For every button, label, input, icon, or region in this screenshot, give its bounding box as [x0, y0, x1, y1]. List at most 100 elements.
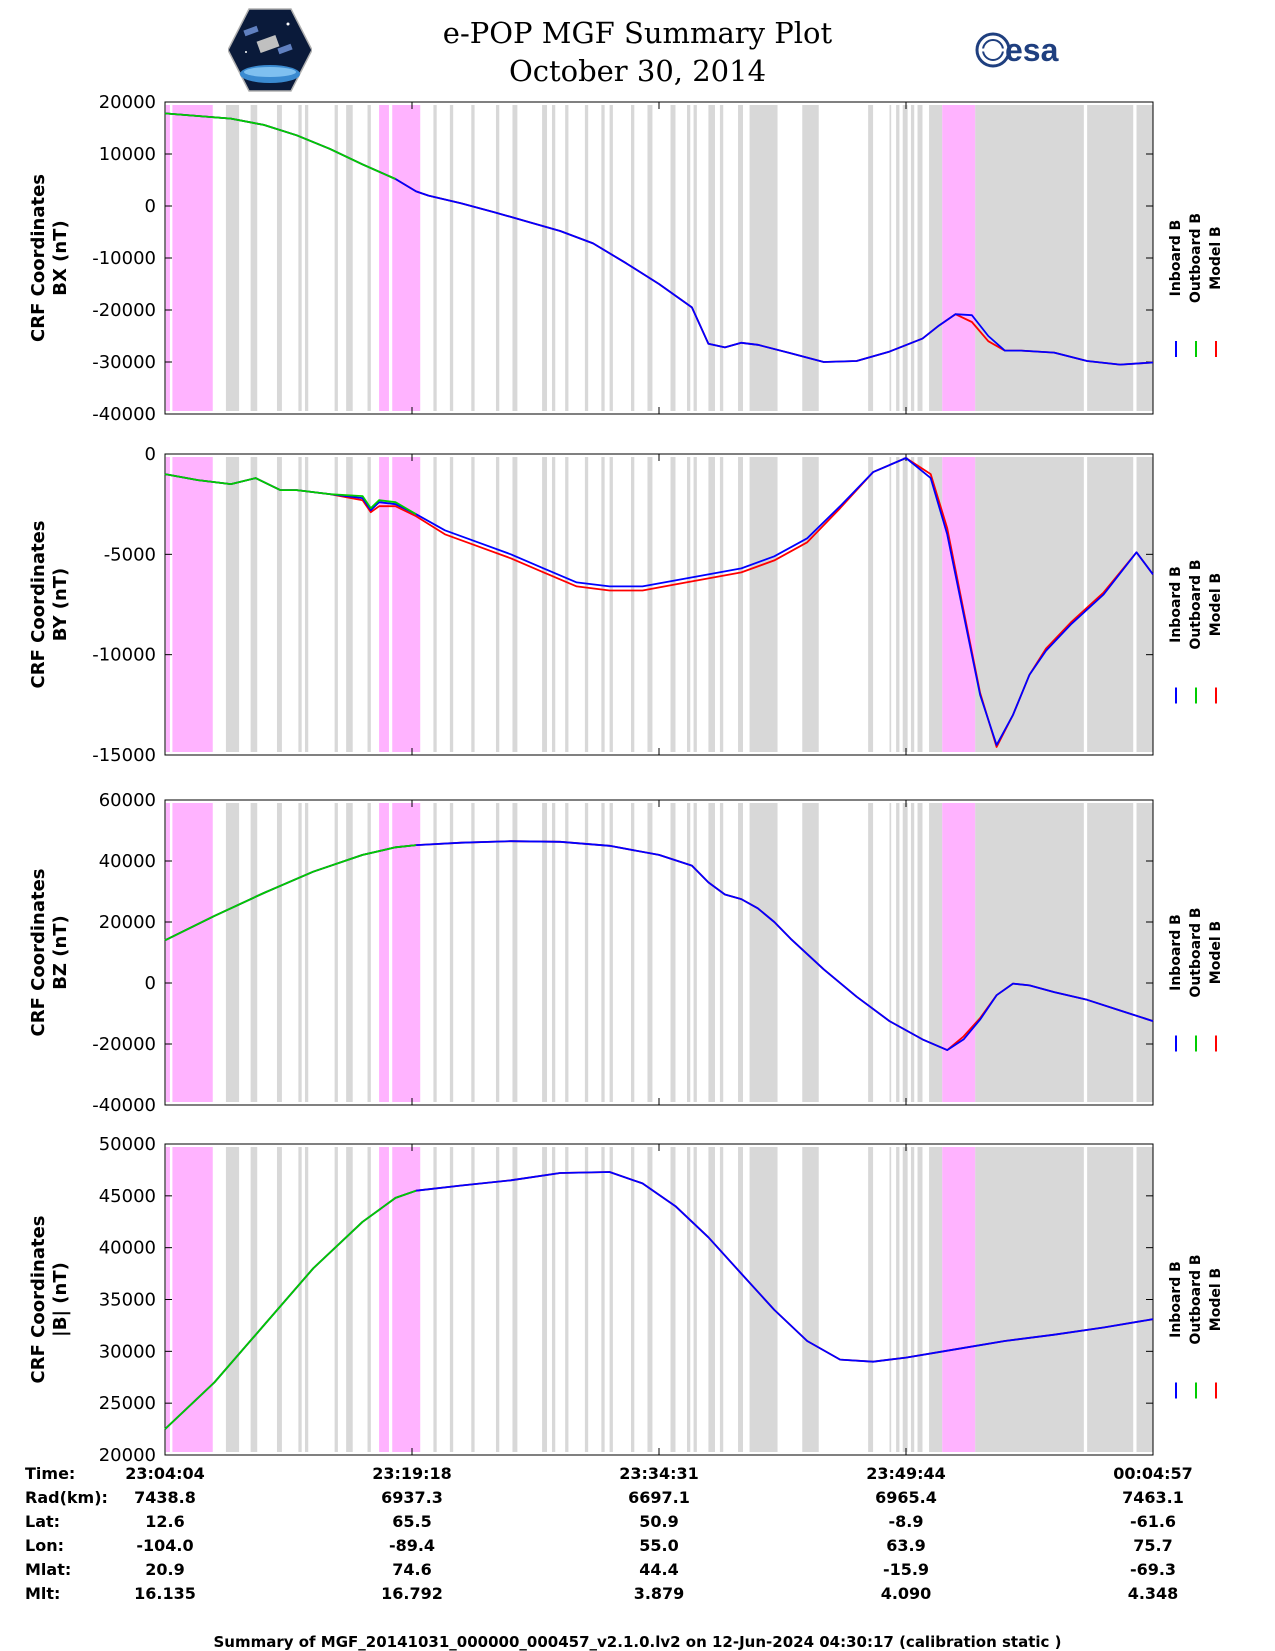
y-axis-label: CRF Coordinates: [28, 521, 49, 689]
gap-band: [565, 105, 569, 411]
gap-band: [298, 1147, 302, 1452]
gap-band: [631, 105, 635, 411]
gap-band: [1136, 803, 1153, 1102]
gap-band: [719, 803, 724, 1102]
gap-band: [367, 1147, 371, 1452]
gap-band: [902, 1147, 908, 1452]
gap-band: [670, 803, 676, 1102]
gap-band: [889, 803, 892, 1102]
ephemeris-value: -61.6: [1130, 1512, 1176, 1531]
gap-band: [975, 457, 1084, 752]
gap-band: [609, 457, 613, 752]
gap-band: [495, 457, 500, 752]
gap-band: [738, 1147, 743, 1452]
ephemeris-value: 7438.8: [134, 1488, 196, 1507]
gap-band: [896, 1147, 900, 1452]
eclipse-band: [392, 457, 421, 752]
gap-band: [542, 803, 548, 1102]
legend-label: Outboard B: [1188, 907, 1204, 997]
ephemeris-value: 23:04:04: [125, 1464, 205, 1483]
y-tick-label: -5000: [104, 544, 156, 565]
gap-band: [551, 803, 556, 1102]
gap-band: [298, 457, 302, 752]
gap-band: [975, 803, 1084, 1102]
eclipse-band: [172, 803, 213, 1102]
gap-band: [917, 457, 923, 752]
ephemeris-value: 23:19:18: [372, 1464, 452, 1483]
gap-band: [889, 1147, 892, 1452]
ephemeris-value: 00:04:57: [1113, 1464, 1193, 1483]
gap-band: [433, 803, 437, 1102]
legend-label: Model B: [1208, 573, 1224, 636]
y-tick-label: 20000: [99, 912, 156, 933]
y-axis-label: CRF Coordinates: [28, 174, 49, 342]
legend-label: Model B: [1208, 1268, 1224, 1331]
ephemeris-value: -15.9: [883, 1560, 929, 1579]
ephemeris-value: -104.0: [136, 1536, 193, 1555]
gap-band: [433, 1147, 437, 1452]
gap-band: [250, 105, 258, 411]
gap-band: [565, 1147, 569, 1452]
eclipse-band: [942, 1147, 976, 1452]
gap-band: [975, 1147, 1084, 1452]
plot-title: e-POP MGF Summary Plot: [442, 16, 833, 50]
y-axis-label: CRF Coordinates: [28, 869, 49, 1037]
legend-label: Inboard B: [1168, 914, 1184, 991]
y-tick-label: -40000: [92, 1095, 156, 1116]
y-tick-label: -10000: [92, 248, 156, 269]
legend-label: Inboard B: [1168, 1261, 1184, 1338]
gap-band: [334, 803, 338, 1102]
gap-band: [298, 105, 302, 411]
ephemeris-value: 23:49:44: [866, 1464, 946, 1483]
legend-label: Inboard B: [1168, 220, 1184, 297]
eclipse-band: [379, 105, 389, 411]
plot-date: October 30, 2014: [508, 54, 767, 88]
gap-band: [889, 105, 892, 411]
gap-band: [471, 1147, 475, 1452]
gap-band: [346, 105, 353, 411]
y-tick-label: 20000: [99, 1445, 156, 1466]
gap-band: [551, 1147, 556, 1452]
series-outboard: [164, 1189, 417, 1430]
ephemeris-value: 50.9: [639, 1512, 678, 1531]
gap-band: [917, 803, 923, 1102]
gap-band: [304, 803, 309, 1102]
gap-band: [601, 1147, 605, 1452]
gap-band: [738, 803, 743, 1102]
gap-band: [708, 105, 715, 411]
eclipse-band: [172, 457, 213, 752]
gap-band: [708, 457, 715, 752]
gap-band: [738, 457, 743, 752]
ephemeris-value: -69.3: [1130, 1560, 1176, 1579]
gap-band: [304, 457, 309, 752]
ephemeris-value: 63.9: [886, 1536, 925, 1555]
y-axis-label: BZ (nT): [50, 915, 71, 990]
ephemeris-row-label: Mlat:: [25, 1560, 71, 1579]
gap-band: [693, 803, 697, 1102]
ephemeris-value: 23:34:31: [619, 1464, 699, 1483]
gap-band: [334, 457, 338, 752]
gap-band: [1087, 1147, 1134, 1452]
eclipse-band: [392, 803, 421, 1102]
ephemeris-value: 16.792: [381, 1584, 443, 1603]
y-tick-label: -20000: [92, 300, 156, 321]
gap-band: [584, 105, 589, 411]
gap-band: [749, 803, 778, 1102]
gap-band: [647, 105, 653, 411]
gap-band: [334, 105, 338, 411]
gap-band: [471, 105, 475, 411]
y-tick-label: 0: [145, 973, 156, 994]
y-tick-label: 40000: [99, 1238, 156, 1259]
y-tick-label: 60000: [99, 790, 156, 811]
esa-logo: esa: [975, 32, 1059, 68]
gap-band: [471, 803, 475, 1102]
eclipse-band: [942, 457, 976, 752]
gap-band: [631, 803, 635, 1102]
gap-band: [902, 803, 908, 1102]
series-outboard: [164, 844, 417, 942]
gap-band: [896, 457, 900, 752]
legend-label: Outboard B: [1188, 1254, 1204, 1344]
ephemeris-value: 44.4: [639, 1560, 678, 1579]
gap-band: [631, 1147, 635, 1452]
ephemeris-value: 3.879: [634, 1584, 685, 1603]
